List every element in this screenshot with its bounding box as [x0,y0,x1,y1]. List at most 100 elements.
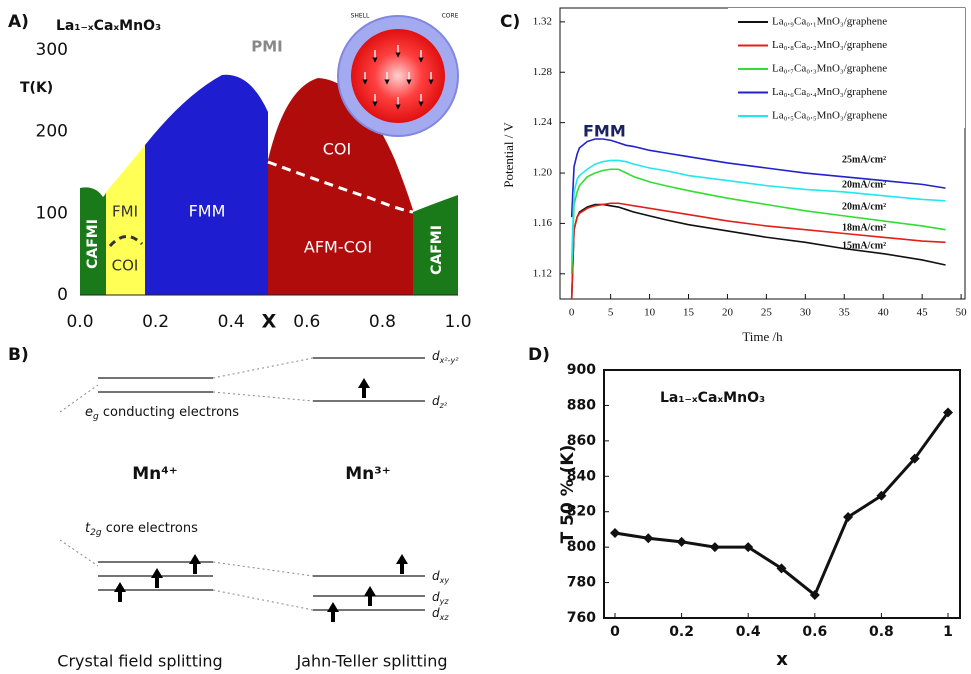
spin-arrows [362,45,434,110]
data-point [743,542,754,553]
region-cafmi [80,187,106,295]
legend-label: La₀.₈Ca₀.₂MnO₃/graphene [772,39,887,51]
eg-label: eg conducting electrons [85,405,239,422]
region-label: COI [323,140,351,159]
x-axis-label: x [776,649,788,670]
y-tick-label: 300 [36,40,68,60]
label-main: d [432,349,440,363]
x-tick-label: 0.2 [669,624,694,640]
series-line [570,202,946,300]
y-axis-label: T(K) [20,80,53,96]
y-tick-label: 200 [36,122,68,142]
y-tick-label: 100 [36,203,68,223]
panel-label: D) [528,345,550,365]
label-main: d [432,569,440,583]
x-tick-label: 25 [761,307,773,319]
x-tick-label: 0.6 [293,312,320,332]
label-sub: yz [439,597,450,606]
x-tick-label: 0.8 [869,624,894,640]
y-tick-label: 760 [567,610,596,626]
region-label: COI [112,257,139,275]
x-tick-label: 0.6 [802,624,827,640]
label-sub: g [93,412,99,422]
x-tick-label: 0.4 [218,312,245,332]
level-label: dxy [432,569,449,585]
data-point [943,407,954,418]
y-tick-label: 1.20 [533,167,553,179]
data-point [776,563,787,574]
x-tick-label: 0.2 [142,312,169,332]
y-tick-label: 780 [567,575,596,591]
data-point [709,542,720,553]
region-label: FMI [112,203,138,221]
caption: Jahn-Teller splitting [295,652,447,671]
region-label: CAFMI [429,225,445,275]
series-line [570,203,946,300]
y-tick-label: 880 [567,397,596,413]
x-axis-label: Time /h [742,329,783,344]
y-axis-label: Potential / V [501,122,516,188]
region-fmi [106,145,145,295]
y-tick-label: 900 [567,362,596,378]
region-fmm [145,74,268,295]
x-tick-label: 0.0 [66,312,93,332]
y-tick-label: 0 [57,285,68,305]
x-tick-label: 40 [878,307,890,319]
region-label: CAFMI [85,219,101,269]
data-point [643,533,654,544]
ion-label: Mn⁴⁺ [132,464,177,484]
y-tick-label: 820 [567,504,596,520]
legend-label: La₀.₅Ca₀.₅MnO₃/graphene [772,110,887,122]
series-line [570,168,946,274]
legend-label: La₀.₉Ca₀.₁MnO₃/graphene [772,16,887,28]
x-tick-label: 50 [956,307,968,319]
annotation: 18mA/cm² [842,222,886,233]
label-main: d [432,394,440,408]
label-main: t [85,521,91,536]
inset-label: CORE [442,13,459,20]
level-label: dz² [432,394,448,410]
x-tick-label: 1 [943,624,953,640]
y-tick-label: 1.24 [533,116,553,128]
phase-boundary [267,160,414,214]
data-point [909,453,920,464]
data-point [676,536,687,547]
inset-label: SHELL [351,13,370,20]
level-label: dyz [432,590,449,606]
ion-label: Mn³⁺ [345,464,390,484]
electron-spins [114,378,408,622]
annotation: La₁₋ₓCaₓMnO₃ [660,390,765,406]
label-sub: xz [439,613,450,622]
data-point [843,512,854,523]
y-tick-label: 860 [567,433,596,449]
x-tick-label: 5 [608,307,614,319]
legend-label: La₀.₇Ca₀.₃MnO₃/graphene [772,63,887,75]
x-tick-label: 20 [722,307,734,319]
y-tick-label: 1.12 [533,267,552,279]
region-label: AFM-COI [304,238,372,257]
level-label: dx²-y² [432,349,459,365]
t2g-label: t2g core electrons [85,521,198,538]
x-tick-label: 45 [917,307,929,319]
y-tick-label: 1.16 [533,217,553,229]
label-rest: core electrons [102,521,199,536]
phase-boundary [108,235,144,248]
label-main: e [85,405,93,420]
panel-label: C) [500,12,520,32]
x-tick-label: 30 [800,307,812,319]
label-sub: 2g [90,528,102,538]
label-main: d [432,590,440,604]
region-label: FMM [189,202,226,221]
label-rest: conducting electrons [99,405,240,420]
label-main: d [432,606,440,620]
y-tick-label: 1.32 [533,15,552,27]
y-tick-label: 1.28 [533,66,553,78]
y-tick-label: 840 [567,468,596,484]
annotation: 15mA/cm² [842,240,886,251]
series-line [570,138,946,218]
panel-title: La₁₋ₓCaₓMnO₃ [56,18,161,34]
series-line [570,159,946,262]
x-tick-label: 1.0 [444,312,471,332]
region-label: PMI [251,38,283,56]
